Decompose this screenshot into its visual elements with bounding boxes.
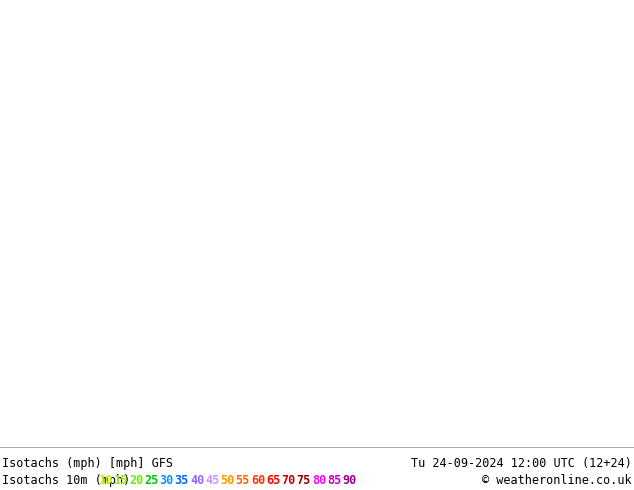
Text: 55: 55 <box>236 474 250 487</box>
Text: Isotachs 10m (mph): Isotachs 10m (mph) <box>2 474 130 487</box>
Text: 50: 50 <box>221 474 235 487</box>
Text: 90: 90 <box>342 474 356 487</box>
Text: 30: 30 <box>160 474 174 487</box>
Text: 60: 60 <box>251 474 265 487</box>
Text: 40: 40 <box>190 474 204 487</box>
Text: 10: 10 <box>98 474 113 487</box>
Text: 25: 25 <box>145 474 158 487</box>
Text: 85: 85 <box>327 474 341 487</box>
Text: 65: 65 <box>266 474 280 487</box>
Text: 35: 35 <box>175 474 189 487</box>
Text: 75: 75 <box>297 474 311 487</box>
Text: 45: 45 <box>205 474 219 487</box>
Text: Tu 24-09-2024 12:00 UTC (12+24): Tu 24-09-2024 12:00 UTC (12+24) <box>411 457 632 470</box>
Text: 80: 80 <box>312 474 326 487</box>
Text: 70: 70 <box>281 474 295 487</box>
Text: 15: 15 <box>113 474 128 487</box>
Text: 20: 20 <box>129 474 143 487</box>
Text: Isotachs (mph) [mph] GFS: Isotachs (mph) [mph] GFS <box>2 457 173 470</box>
Text: © weatheronline.co.uk: © weatheronline.co.uk <box>482 474 632 487</box>
